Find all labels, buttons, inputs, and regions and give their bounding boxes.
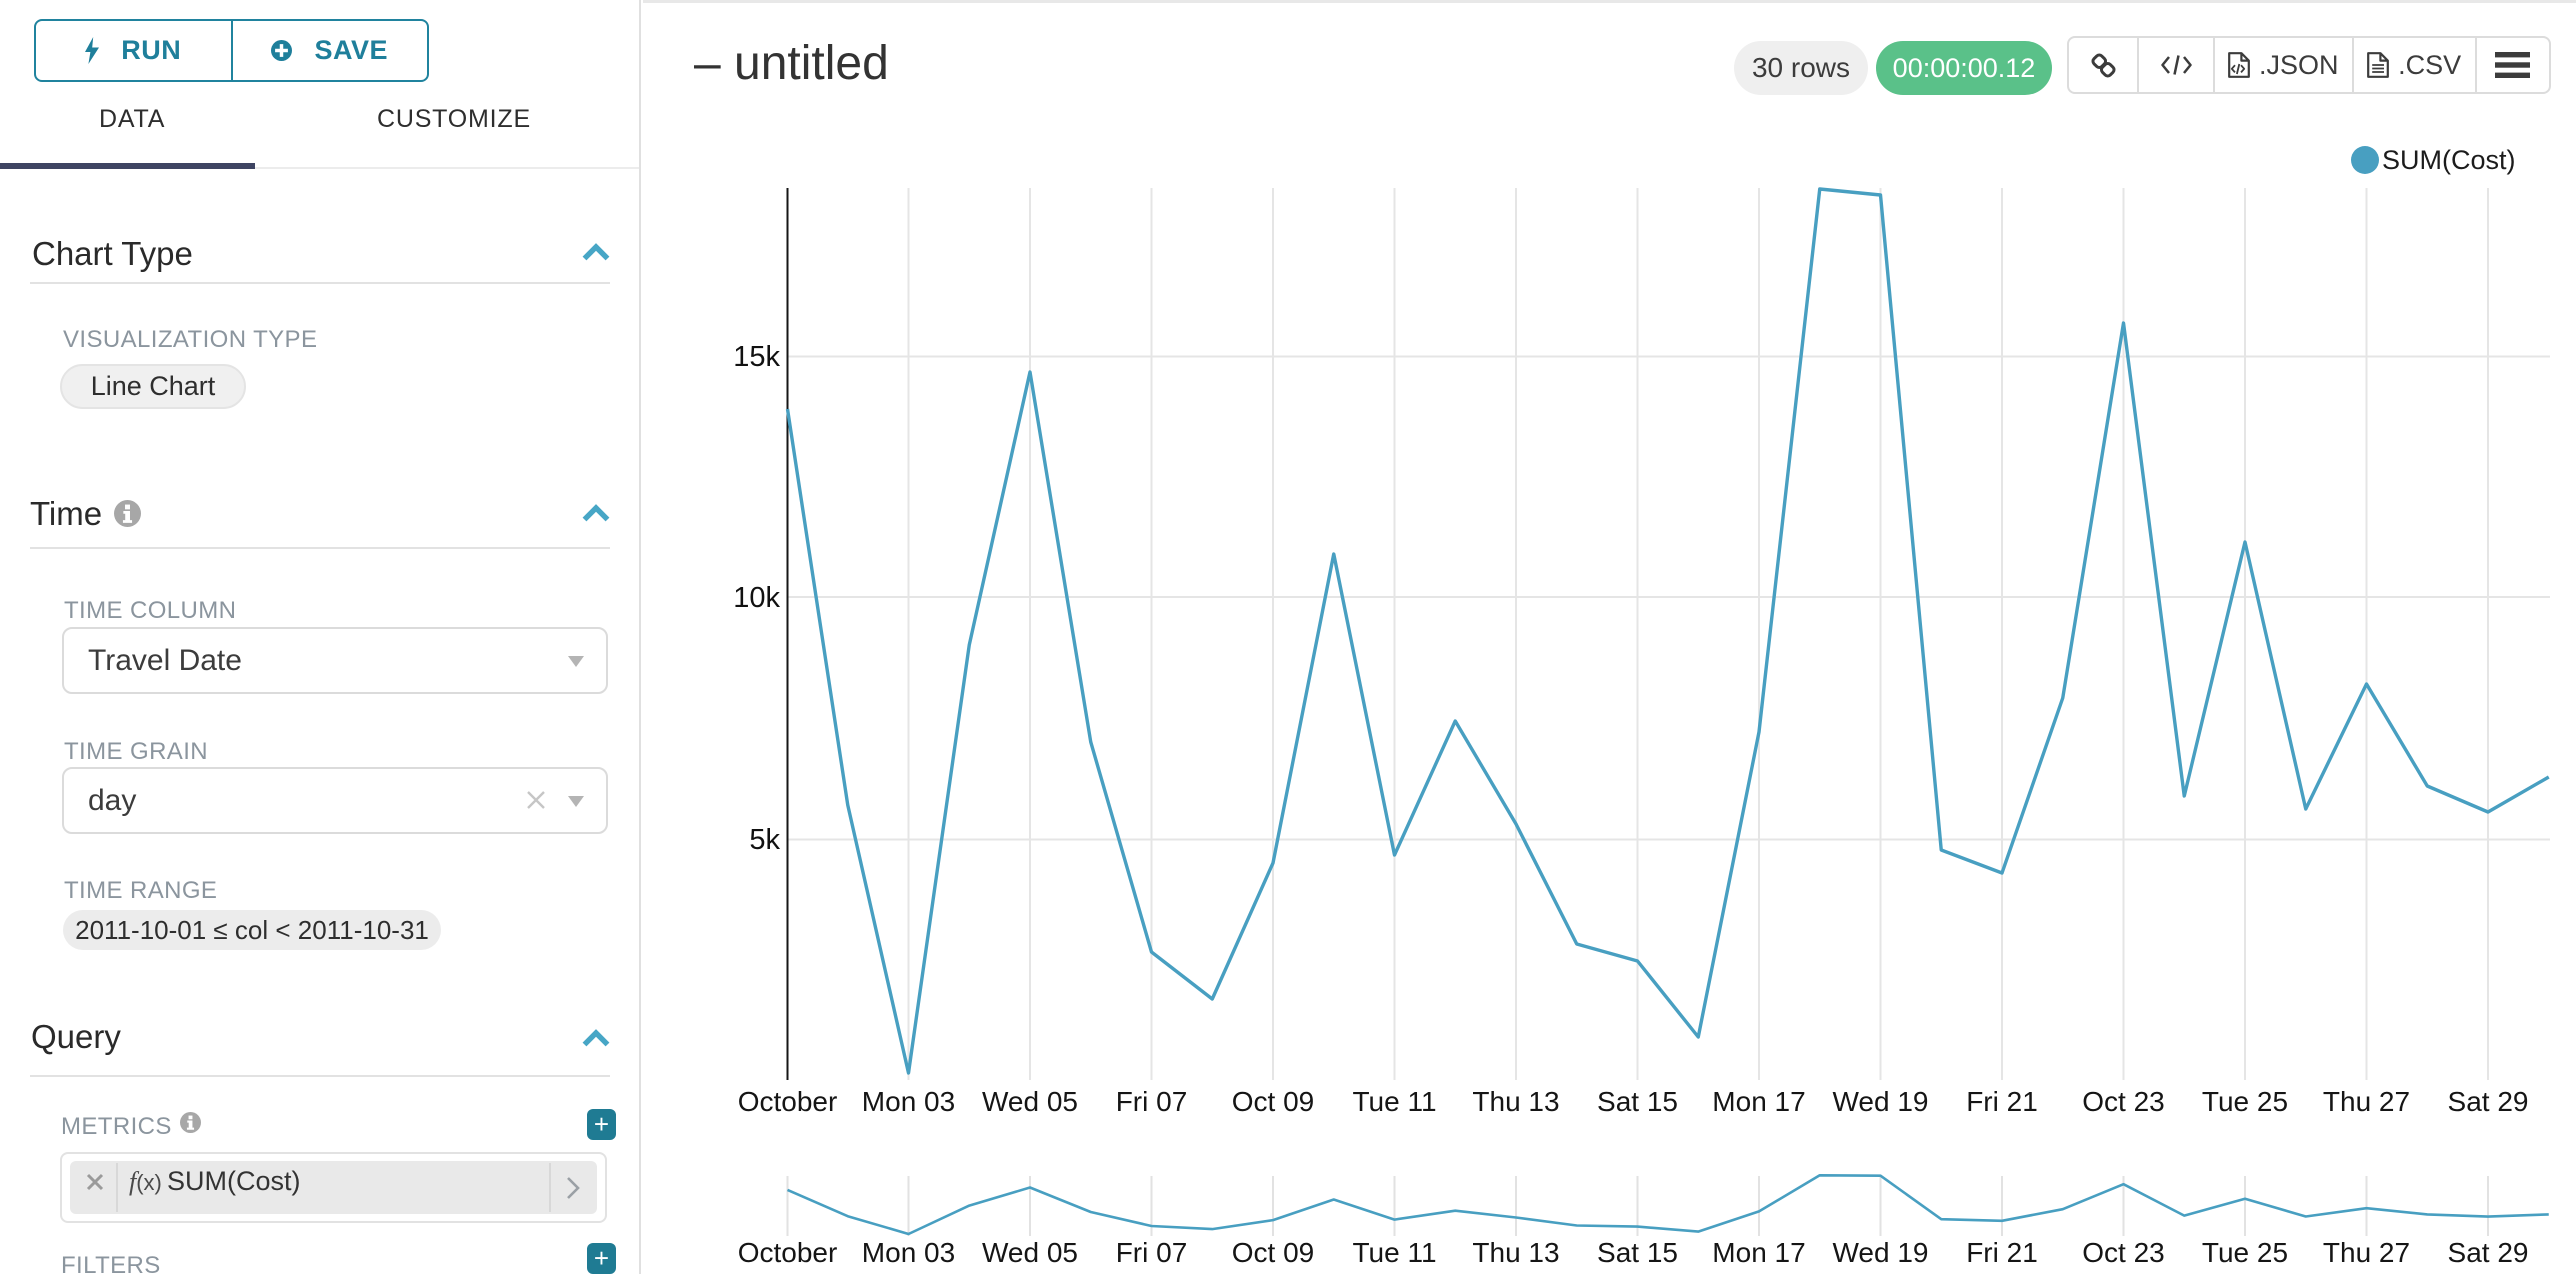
svg-text:Sat 15: Sat 15 [1597,1086,1678,1117]
svg-text:Mon 03: Mon 03 [862,1086,955,1117]
svg-text:Wed 19: Wed 19 [1833,1237,1929,1268]
svg-text:Wed 19: Wed 19 [1833,1086,1929,1117]
svg-text:Oct 09: Oct 09 [1232,1237,1314,1268]
svg-text:Fri 07: Fri 07 [1116,1086,1188,1117]
svg-text:Oct 23: Oct 23 [2082,1237,2164,1268]
svg-text:Thu 27: Thu 27 [2323,1086,2410,1117]
svg-text:5k: 5k [749,824,780,856]
svg-text:Fri 21: Fri 21 [1966,1086,2038,1117]
svg-text:Fri 21: Fri 21 [1966,1237,2038,1268]
svg-text:Sat 15: Sat 15 [1597,1237,1678,1268]
svg-text:Wed 05: Wed 05 [982,1237,1078,1268]
svg-text:Oct 23: Oct 23 [2082,1086,2164,1117]
svg-text:Thu 13: Thu 13 [1472,1237,1559,1268]
svg-text:Mon 17: Mon 17 [1712,1237,1805,1268]
svg-text:15k: 15k [733,341,780,373]
svg-text:Oct 09: Oct 09 [1232,1086,1314,1117]
svg-text:Tue 25: Tue 25 [2202,1237,2288,1268]
svg-text:Mon 17: Mon 17 [1712,1086,1805,1117]
svg-text:Tue 11: Tue 11 [1352,1237,1436,1268]
svg-text:October: October [738,1086,838,1117]
svg-text:10k: 10k [733,582,780,614]
svg-text:Mon 03: Mon 03 [862,1237,955,1268]
svg-text:SUM(Cost): SUM(Cost) [2382,145,2516,175]
svg-text:Sat 29: Sat 29 [2448,1237,2529,1268]
svg-text:Tue 25: Tue 25 [2202,1086,2288,1117]
svg-text:Thu 27: Thu 27 [2323,1237,2410,1268]
svg-text:Tue 11: Tue 11 [1352,1086,1436,1117]
svg-text:Thu 13: Thu 13 [1472,1086,1559,1117]
svg-text:Fri 07: Fri 07 [1116,1237,1188,1268]
svg-text:October: October [738,1237,838,1268]
svg-text:Sat 29: Sat 29 [2448,1086,2529,1117]
svg-text:Wed 05: Wed 05 [982,1086,1078,1117]
